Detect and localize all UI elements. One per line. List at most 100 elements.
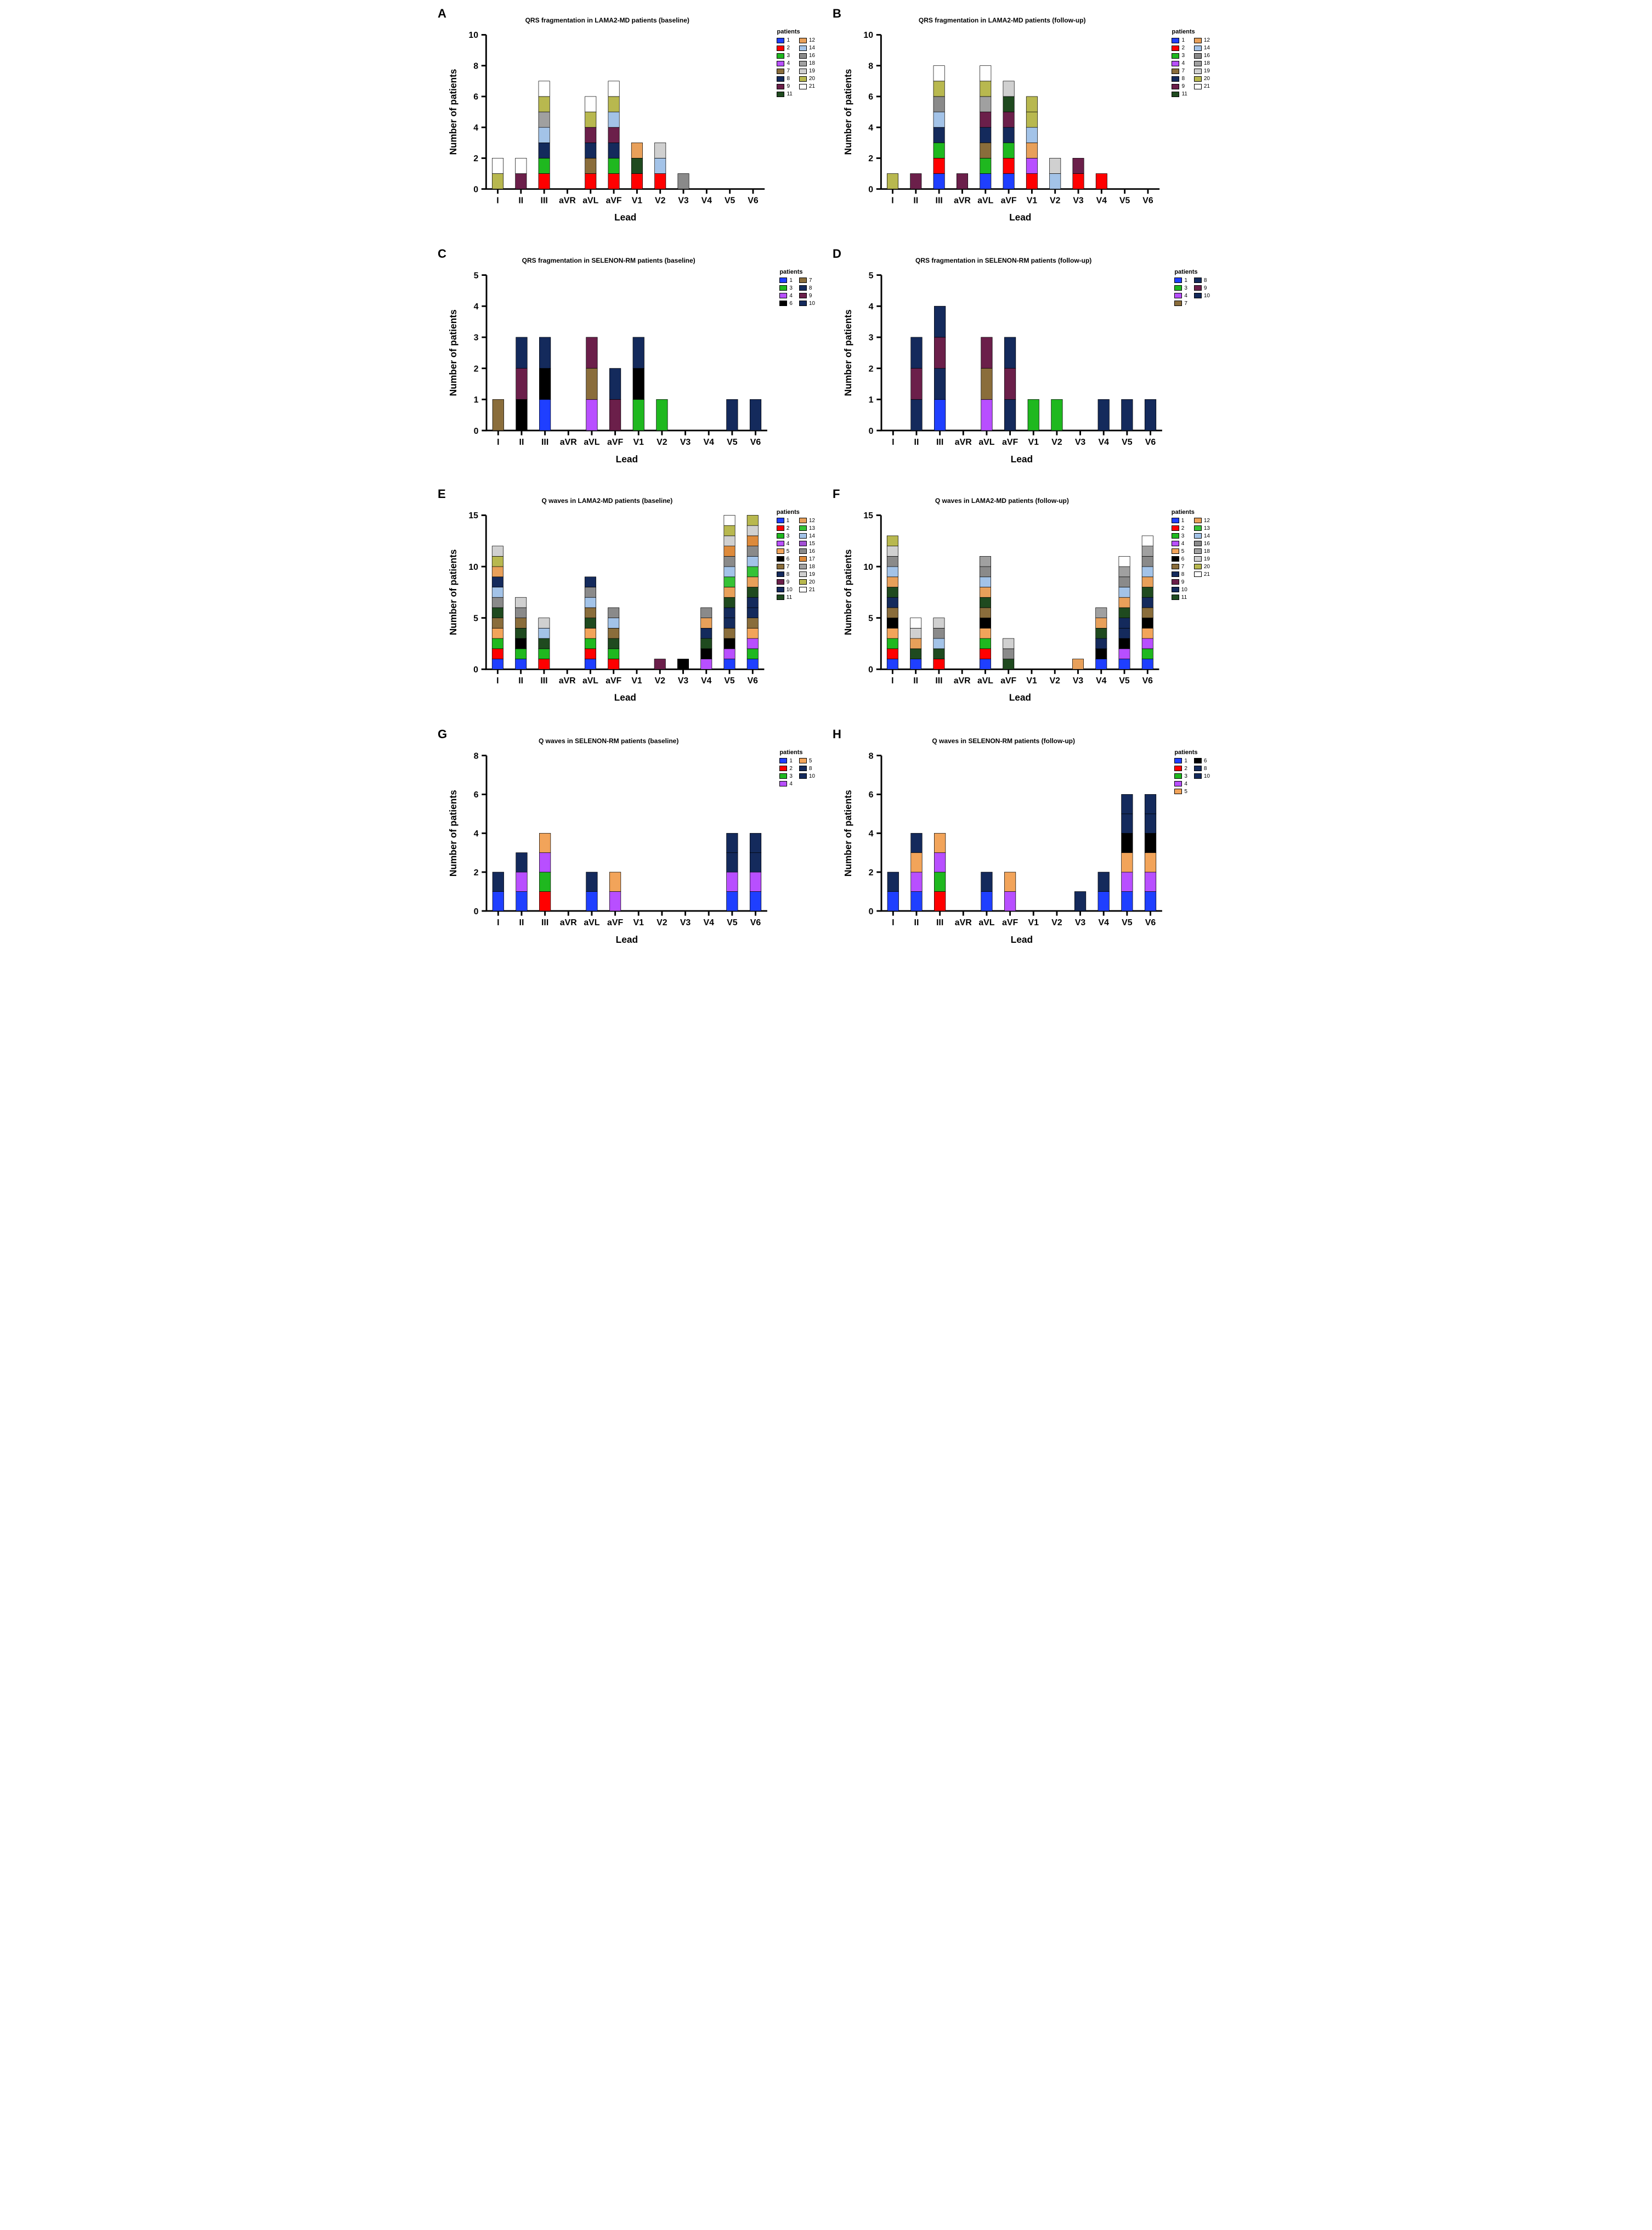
- bar-segment: [492, 567, 503, 577]
- svg-text:II: II: [913, 196, 918, 205]
- legend-label: 10: [809, 773, 815, 779]
- legend-swatch: [1172, 548, 1179, 554]
- legend-label: 6: [787, 556, 790, 562]
- bar-segment: [980, 618, 991, 629]
- bar-segment: [585, 158, 596, 173]
- svg-text:V2: V2: [655, 196, 666, 205]
- bar-segment: [724, 638, 735, 649]
- svg-text:I: I: [497, 918, 499, 927]
- legend-item: 3: [1172, 53, 1187, 59]
- legend-label: 13: [809, 525, 815, 531]
- legend-label: 10: [809, 301, 815, 307]
- bar-segment: [1026, 112, 1037, 127]
- bar-segment: [1028, 399, 1039, 431]
- legend-label: 3: [1184, 285, 1187, 291]
- legend-label: 11: [1181, 595, 1187, 601]
- svg-text:V5: V5: [724, 676, 735, 686]
- legend-swatch: [779, 773, 787, 779]
- svg-text:V5: V5: [727, 438, 738, 447]
- bar-segment: [631, 143, 642, 158]
- legend-swatch: [777, 533, 784, 539]
- bar-segment: [887, 536, 898, 546]
- panel-letter: E: [438, 487, 446, 501]
- y-axis-label: Number of patients: [842, 69, 853, 155]
- bar-segment: [1073, 174, 1084, 189]
- legend-swatch: [779, 766, 787, 771]
- bar-segment: [747, 628, 758, 638]
- bar-segment: [492, 638, 503, 649]
- legend-item: 14: [1194, 45, 1210, 51]
- legend-label: 1: [787, 518, 790, 524]
- legend-label: 4: [1184, 781, 1187, 787]
- panel-E: EQ waves in LAMA2-MD patients (baseline)…: [442, 491, 815, 715]
- legend-swatch: [799, 38, 807, 43]
- bar-segment: [586, 872, 597, 891]
- svg-text:V5: V5: [725, 196, 736, 205]
- bar-segment: [1096, 618, 1107, 629]
- svg-text:10: 10: [468, 563, 478, 572]
- bar-segment: [1119, 608, 1130, 618]
- bar-segment: [747, 515, 758, 525]
- legend-item: 3: [1174, 773, 1187, 779]
- svg-text:II: II: [914, 918, 919, 927]
- bar-segment: [724, 587, 735, 597]
- legend-item: 12: [1194, 518, 1210, 524]
- legend-label: 10: [1181, 587, 1187, 593]
- legend-item: 6: [779, 301, 793, 307]
- legend-label: 8: [809, 766, 812, 772]
- legend-swatch: [777, 61, 784, 66]
- bar-segment: [585, 587, 596, 597]
- svg-text:V3: V3: [1075, 438, 1086, 447]
- svg-text:0: 0: [474, 907, 479, 916]
- svg-text:V6: V6: [748, 676, 759, 686]
- svg-text:2: 2: [473, 154, 478, 163]
- svg-text:aVF: aVF: [606, 196, 622, 205]
- legend-item: 13: [799, 525, 815, 531]
- svg-text:15: 15: [468, 511, 478, 520]
- bar-segment: [934, 158, 944, 173]
- legend-swatch: [799, 84, 807, 89]
- panel-letter: B: [833, 7, 841, 21]
- bar-segment: [585, 577, 596, 587]
- legend-swatch: [799, 579, 807, 585]
- svg-text:5: 5: [474, 271, 479, 280]
- bar-segment: [585, 143, 596, 158]
- svg-text:4: 4: [869, 302, 874, 312]
- bar-segment: [608, 81, 619, 97]
- bar-segment: [727, 891, 738, 910]
- y-axis-label: Number of patients: [448, 549, 459, 635]
- bar-segment: [1119, 597, 1130, 608]
- svg-text:V5: V5: [727, 918, 738, 927]
- legend-label: 11: [787, 595, 792, 601]
- bar-segment: [934, 891, 945, 910]
- svg-text:V5: V5: [1122, 438, 1133, 447]
- svg-text:1: 1: [474, 395, 479, 405]
- legend-swatch: [1172, 541, 1179, 546]
- bar-segment: [539, 853, 550, 872]
- bar-segment: [609, 369, 620, 400]
- legend-swatch: [779, 301, 787, 306]
- bar-segment: [887, 567, 898, 577]
- legend-swatch: [777, 84, 784, 89]
- legend-item: 4: [779, 781, 793, 787]
- bar-segment: [981, 337, 992, 369]
- legend-label: 1: [1184, 758, 1187, 764]
- bar-segment: [1119, 628, 1130, 638]
- bar-segment: [515, 638, 526, 649]
- legend-label: 4: [789, 781, 793, 787]
- legend-item: 7: [799, 278, 815, 284]
- svg-text:aVR: aVR: [560, 918, 577, 927]
- bar-segment: [539, 399, 550, 431]
- legend-swatch: [799, 285, 807, 291]
- bar-segment: [701, 628, 712, 638]
- bar-segment: [1072, 659, 1083, 669]
- bar-segment: [516, 369, 527, 400]
- legend-item: 7: [777, 564, 793, 570]
- bar-segment: [516, 337, 527, 369]
- legend-item: 7: [1172, 564, 1187, 570]
- legend-item: 14: [799, 533, 815, 539]
- svg-text:II: II: [518, 676, 523, 686]
- svg-text:4: 4: [869, 829, 874, 839]
- bar-segment: [1003, 158, 1014, 173]
- svg-text:aVR: aVR: [955, 438, 972, 447]
